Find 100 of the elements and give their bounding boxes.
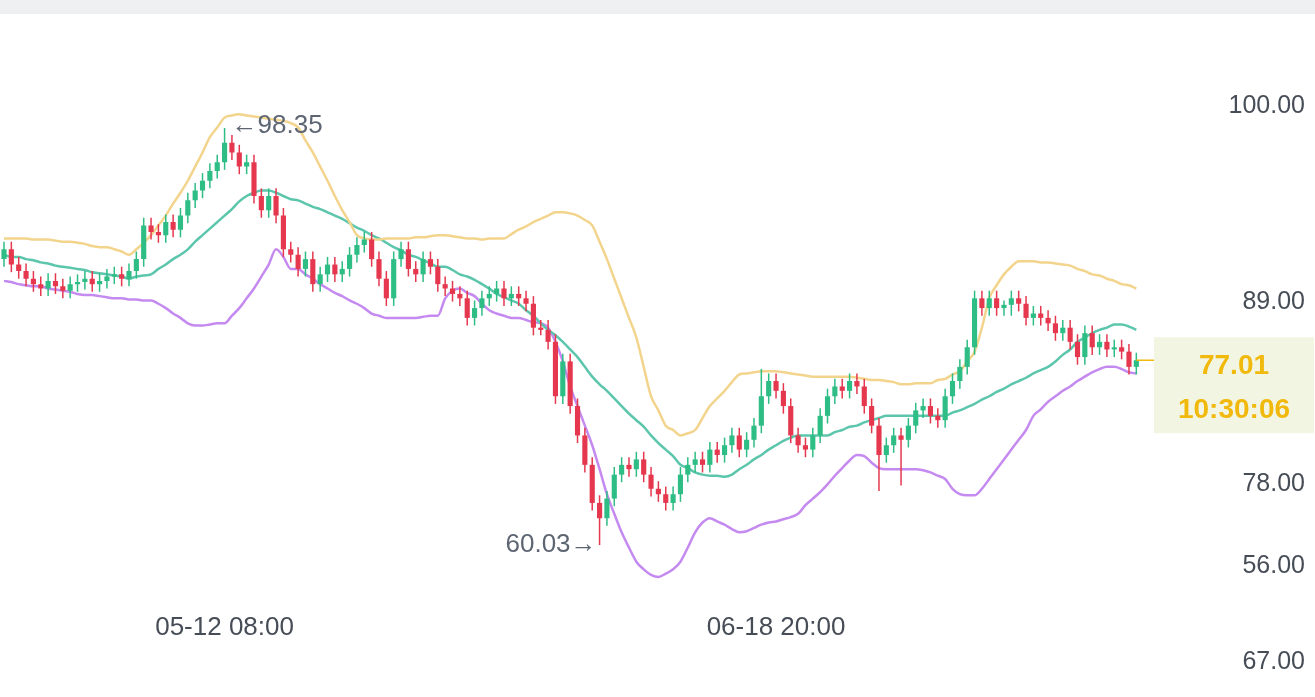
candlestick [516,285,522,307]
candlestick [751,417,757,449]
candlestick [273,187,279,224]
candlestick [1052,314,1059,342]
candlestick [222,127,228,171]
candlestick [832,378,838,405]
candlestick [501,280,507,307]
candlestick [1067,319,1073,351]
candlestick [119,265,125,288]
annotation: 60.03→ [505,528,597,559]
candlestick [1126,343,1132,376]
candlestick [905,417,911,449]
candlestick [810,427,816,458]
candlestick [1008,289,1014,317]
candlestick [597,494,603,546]
candlestick [163,213,169,244]
candlestick [67,275,73,300]
candlestick [192,182,198,209]
candlestick [244,153,250,175]
candlestick [604,490,610,527]
candlestick [538,319,544,337]
candlestick [23,262,29,288]
candlestick [802,436,809,458]
candlestick [986,289,992,317]
candlestick [442,275,448,297]
candlestick [464,289,470,327]
candlestick [214,153,220,180]
candlestick [1030,305,1036,327]
candlestick [347,246,353,278]
candlestick [383,270,389,307]
candlestick [317,265,323,293]
candlestick [729,427,735,454]
candlestick [545,319,551,351]
candlestick [817,407,823,444]
candlestick [707,441,713,474]
candlestick [766,372,772,405]
candlestick [935,407,941,429]
candlestick [824,387,831,425]
candlestick [530,295,536,337]
ref-line-label: 77.01 10:30:06 [1177,348,1291,424]
candlestick [133,250,139,280]
text: 78.00 [1242,467,1305,496]
candlestick [670,485,676,512]
candlestick [199,172,206,199]
candlestick [699,451,706,474]
candlestick [913,402,919,435]
candlestick [1023,295,1029,327]
candlestick [1133,351,1139,376]
candlestick [839,378,845,400]
candlestick [611,466,617,507]
candlestick [427,250,434,276]
text: 67.00 [1242,645,1305,674]
candlestick [258,187,264,219]
candlestick [846,372,853,400]
candlestick [1016,289,1022,313]
candlestick [891,427,897,454]
candlestick [354,236,360,264]
candlestick [1,240,7,268]
candlestick [288,240,294,264]
candlestick [780,382,786,415]
candlestick [126,262,132,288]
candlestick [964,338,970,376]
candlestick [927,397,934,425]
x-tick-label: 06-18 20:00 [706,610,846,641]
candlestick [486,285,492,307]
candlestick [398,240,404,268]
candlestick [45,272,51,297]
candlestick [949,372,956,405]
candlestick [60,277,66,300]
text: 89.00 [1242,285,1305,314]
candlestick [170,213,176,239]
candlestick [420,250,426,283]
candlestick [685,456,691,483]
candlestick [376,250,382,288]
candlestick [1001,299,1007,317]
candlestick [1038,305,1044,327]
candlestick [773,372,779,400]
candlestick [266,187,272,219]
candlestick [861,378,867,415]
candlestick [8,240,14,273]
candlestick [744,431,750,458]
candlestick [435,258,441,293]
candlestick [1089,324,1095,356]
text: 100.00 [1228,89,1305,118]
candlestick [104,268,110,290]
candlestick [626,456,632,478]
candlestick [1082,324,1088,366]
candlestick [994,289,1000,317]
candlestick [457,285,463,307]
candlestick [229,134,235,161]
candlestick [38,275,44,297]
candlestick [523,289,529,313]
candlestick [898,427,904,487]
candlestick [648,466,654,498]
x-tick-label: 05-12 08:00 [155,610,294,641]
candlestick [332,256,338,283]
candlestick [979,289,985,317]
candlestick [633,451,639,478]
candlestick [795,427,801,454]
candlestick [869,397,875,435]
